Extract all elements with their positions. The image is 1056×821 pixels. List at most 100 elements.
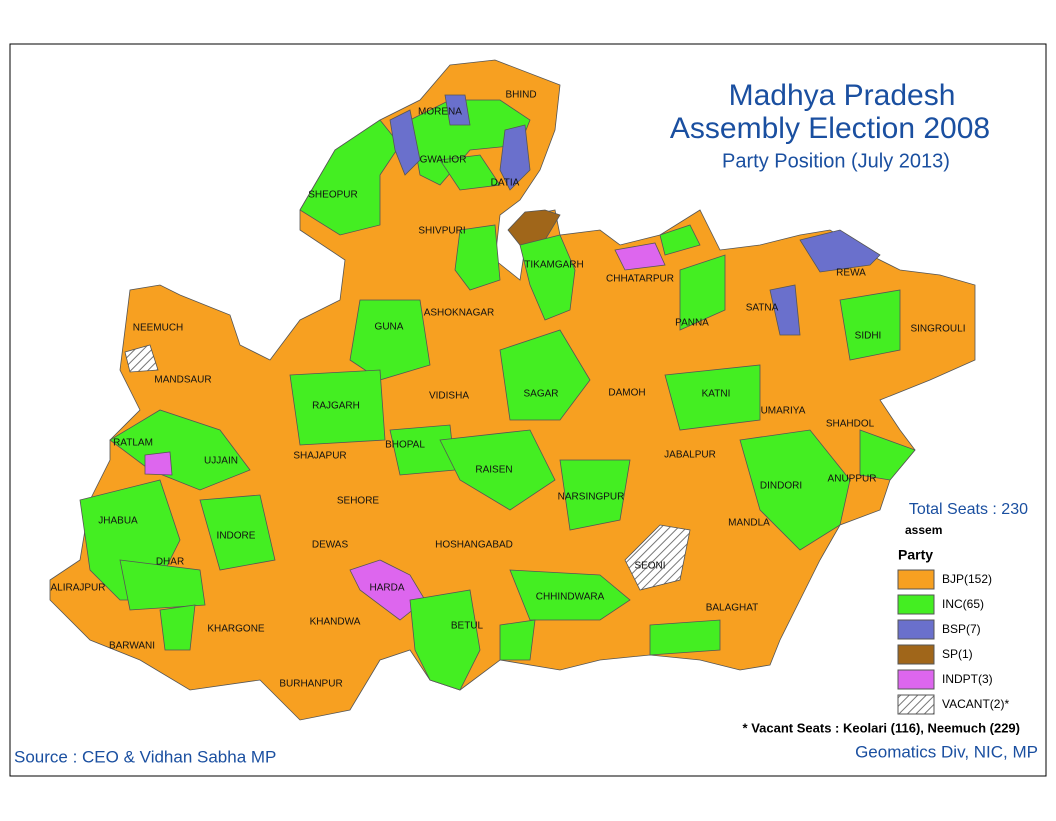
source: Source : CEO & Vidhan Sabha MP xyxy=(14,747,276,766)
legend-title: Party xyxy=(898,547,933,563)
region xyxy=(439,429,556,511)
district-label: MANDSAUR xyxy=(154,375,211,386)
state-map xyxy=(49,59,976,721)
district-label: INDORE xyxy=(217,531,256,542)
region xyxy=(664,364,761,431)
region xyxy=(614,242,666,271)
legend-label: SP(1) xyxy=(942,647,973,661)
district-label: GWALIOR xyxy=(420,155,467,166)
region xyxy=(499,329,591,421)
region xyxy=(624,524,691,591)
district-label: JHABUA xyxy=(98,516,138,527)
legend-label: VACANT(2)* xyxy=(942,697,1009,711)
district-label: HOSHANGABAD xyxy=(435,540,513,551)
district-label: SHAHDOL xyxy=(826,419,875,430)
region xyxy=(144,451,173,476)
region xyxy=(289,369,386,446)
region xyxy=(509,569,631,621)
region xyxy=(349,299,431,381)
legend-label: INC(65) xyxy=(942,597,984,611)
region xyxy=(799,229,881,273)
title-line-1: Madhya Pradesh xyxy=(729,79,956,112)
district-label: KHARGONE xyxy=(207,624,265,635)
district-label: PANNA xyxy=(675,318,709,329)
legend-swatch xyxy=(897,569,935,590)
region xyxy=(389,109,421,176)
total-seats: Total Seats : 230 xyxy=(909,501,1028,518)
legend-swatch xyxy=(897,644,935,665)
district-label: SEONI xyxy=(634,561,665,572)
region xyxy=(454,224,501,291)
region xyxy=(739,429,851,551)
district-label: BETUL xyxy=(451,621,484,632)
region xyxy=(444,94,471,126)
district-label: BALAGHAT xyxy=(706,603,759,614)
district-label: DATIA xyxy=(491,178,520,189)
district-label: CHHINDWARA xyxy=(536,592,605,603)
district-label: MANDLA xyxy=(728,518,770,529)
district-label: ALIRAJPUR xyxy=(50,583,105,594)
district-label: BARWANI xyxy=(109,641,155,652)
district-label: DINDORI xyxy=(760,481,802,492)
district-label: SHEOPUR xyxy=(308,190,357,201)
district-label: BHIND xyxy=(505,90,536,101)
district-label: GUNA xyxy=(375,322,404,333)
district-label: BHOPAL xyxy=(385,440,425,451)
region xyxy=(769,284,801,336)
region xyxy=(124,344,159,373)
legend-label: BJP(152) xyxy=(942,572,992,586)
region xyxy=(299,119,401,236)
district-label: NEEMUCH xyxy=(133,323,184,334)
district-label: KATNI xyxy=(702,389,731,400)
district-label: VIDISHA xyxy=(429,391,469,402)
district-label: ASHOKNAGAR xyxy=(424,308,495,319)
district-label: RAJGARH xyxy=(312,401,360,412)
legend-swatch xyxy=(897,694,935,715)
district-label: DHAR xyxy=(156,557,184,568)
region xyxy=(199,494,276,571)
region xyxy=(119,559,206,611)
legend: BJP(152) INC(65) BSP(7) SP(1) INDPT(3) VACANT… xyxy=(897,569,1009,715)
legend-layer: assem xyxy=(905,523,942,537)
legend-label: INDPT(3) xyxy=(942,672,993,686)
district-label: MORENA xyxy=(418,107,462,118)
district-label: REWA xyxy=(836,268,866,279)
region xyxy=(659,224,701,256)
district-label: JABALPUR xyxy=(664,450,716,461)
legend-label: BSP(7) xyxy=(942,622,981,636)
legend-swatch xyxy=(897,594,935,615)
district-label: RAISEN xyxy=(475,465,512,476)
subtitle: Party Position (July 2013) xyxy=(722,150,950,172)
district-label: HARDA xyxy=(369,583,404,594)
district-label: SINGROULI xyxy=(910,324,965,335)
region xyxy=(499,619,536,661)
region xyxy=(559,459,631,531)
district-label: RATLAM xyxy=(113,438,153,449)
region xyxy=(439,154,501,191)
district-label: CHHATARPUR xyxy=(606,274,674,285)
legend-swatch xyxy=(897,619,935,640)
district-label: SHAJAPUR xyxy=(293,451,346,462)
vacant-note: * Vacant Seats : Keolari (116), Neemuch … xyxy=(743,720,1020,735)
district-label: BURHANPUR xyxy=(279,679,342,690)
region xyxy=(409,589,481,691)
legend-swatch xyxy=(897,669,935,690)
region xyxy=(859,429,916,481)
district-label: SHIVPURI xyxy=(418,226,465,237)
district-label: NARSINGPUR xyxy=(558,492,625,503)
district-label: UJJAIN xyxy=(204,456,238,467)
district-label: ANUPPUR xyxy=(828,474,877,485)
district-labels: BHIND MORENA GWALIOR DATIA SHEOPUR SHIVPURI TI… xyxy=(50,90,965,690)
district-label: DAMOH xyxy=(608,388,645,399)
district-label: SAGAR xyxy=(523,389,558,400)
region xyxy=(519,234,576,321)
district-label: TIKAMGARH xyxy=(524,260,583,271)
region xyxy=(679,254,726,331)
region xyxy=(159,604,196,651)
region xyxy=(499,124,531,191)
district-label: SATNA xyxy=(746,303,779,314)
district-label: SIDHI xyxy=(855,331,882,342)
district-label: UMARIYA xyxy=(761,406,806,417)
district-label: KHANDWA xyxy=(310,617,361,628)
credit: Geomatics Div, NIC, MP xyxy=(855,742,1038,761)
